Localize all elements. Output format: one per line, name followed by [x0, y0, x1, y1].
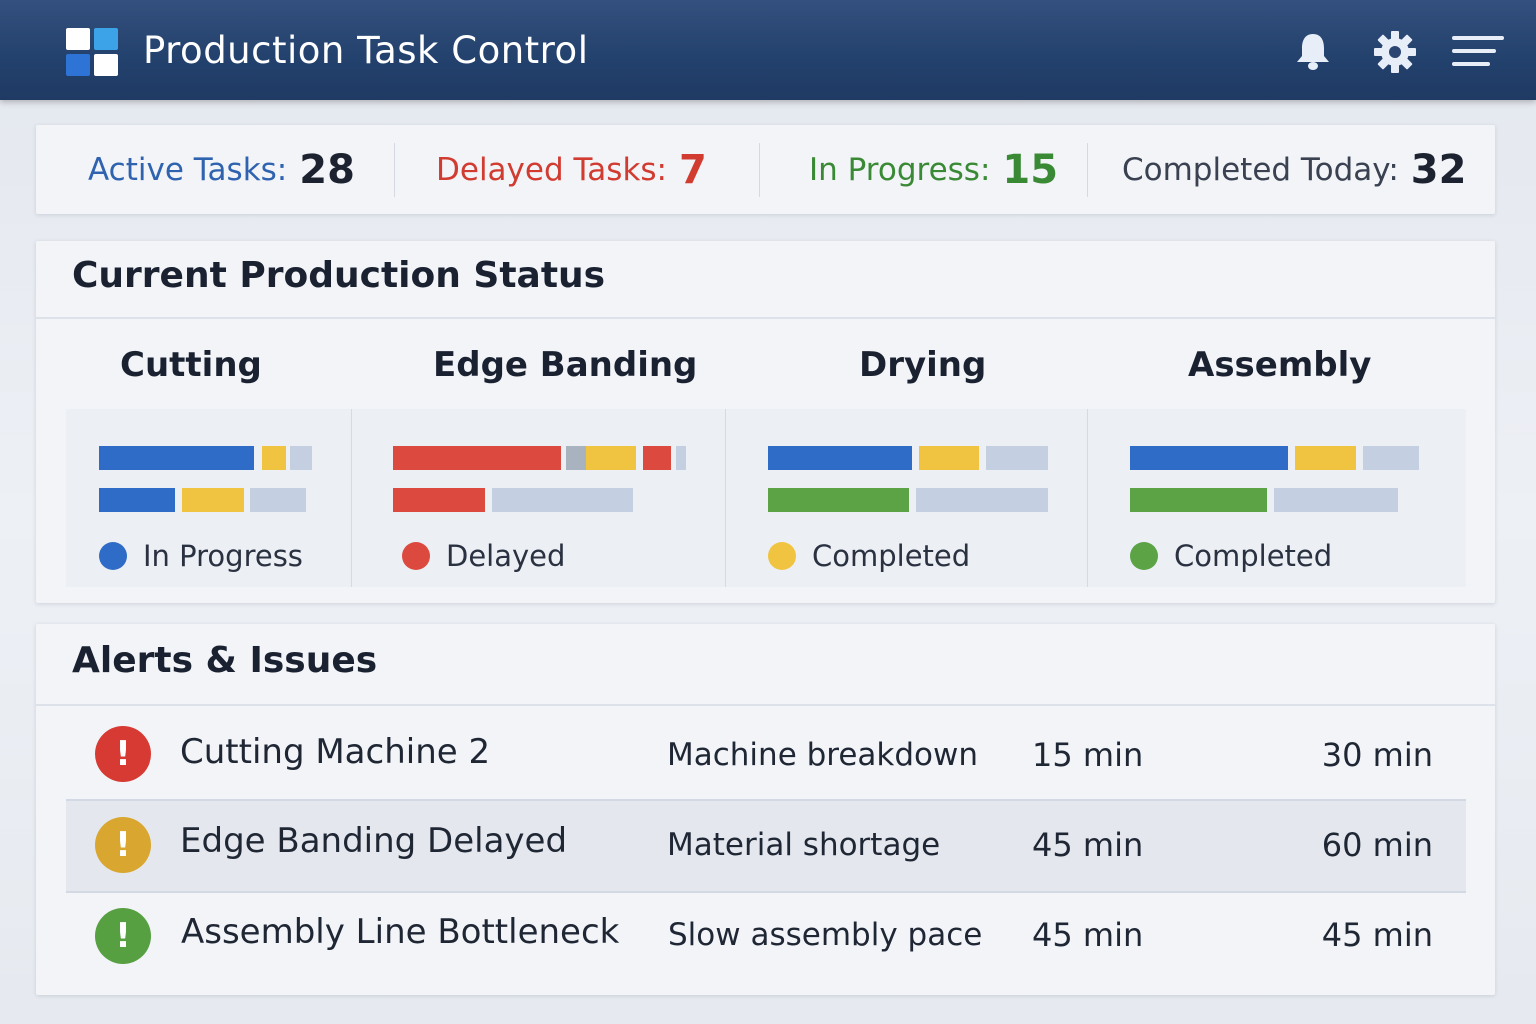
status-bar [768, 488, 909, 512]
alert-icon: ! [95, 817, 151, 873]
status-bar [290, 446, 312, 470]
status-bar [393, 446, 561, 470]
alert-name: Cutting Machine 2 [180, 732, 491, 772]
alert-time-2: 45 min [1321, 916, 1433, 954]
stage-legend: Completed [768, 539, 970, 573]
section-title: Alerts & Issues [72, 640, 378, 681]
stat-label: Active Tasks: [88, 151, 288, 188]
alert-reason: Slow assembly pace [668, 917, 983, 953]
alert-row[interactable]: ! Cutting Machine 2 Machine breakdown 15… [66, 708, 1466, 800]
alert-icon: ! [95, 726, 151, 782]
status-bar [262, 446, 286, 470]
alert-time-2: 60 min [1321, 826, 1433, 864]
stat-value: 28 [299, 146, 355, 193]
status-bar [643, 446, 671, 470]
stat-in-progress: In Progress: 15 [809, 125, 1058, 214]
logo-icon [66, 28, 118, 76]
top-bar: Production Task Control [0, 0, 1536, 100]
status-bar [1274, 488, 1398, 512]
production-status-card: Current Production Status Cutting Edge B… [36, 241, 1495, 603]
status-dot-icon [768, 542, 796, 570]
stat-completed-today: Completed Today: 32 [1122, 125, 1466, 214]
legend-label: In Progress [143, 539, 303, 573]
stat-value: 15 [1002, 146, 1059, 193]
stat-active-tasks: Active Tasks: 28 [88, 125, 355, 214]
stat-label: Completed Today: [1122, 151, 1399, 188]
alert-time-1: 45 min [1032, 826, 1144, 864]
stage-name: Cutting [120, 345, 262, 385]
stats-card: Active Tasks: 28 Delayed Tasks: 7 In Pro… [36, 125, 1495, 214]
stage-legend: Completed [1130, 539, 1332, 573]
legend-label: Delayed [446, 539, 566, 573]
alert-row[interactable]: ! Edge Banding Delayed Material shortage… [66, 801, 1466, 893]
status-bar [919, 446, 979, 470]
status-bar [1363, 446, 1419, 470]
alerts-card: Alerts & Issues ! Cutting Machine 2 Mach… [36, 624, 1495, 995]
alert-reason: Machine breakdown [667, 737, 979, 773]
status-bar [586, 446, 636, 470]
status-bar [768, 446, 912, 470]
legend-label: Completed [812, 539, 971, 573]
alert-reason: Material shortage [667, 827, 941, 863]
status-bar [250, 488, 306, 512]
status-bar [99, 488, 175, 512]
gear-icon[interactable] [1373, 30, 1417, 74]
status-dot-icon [1130, 542, 1158, 570]
status-bar [1130, 488, 1267, 512]
menu-icon[interactable] [1450, 30, 1506, 74]
status-bar [99, 446, 254, 470]
stage-legend: Delayed [402, 539, 565, 573]
status-dot-icon [99, 542, 127, 570]
alert-time-2: 30 min [1321, 736, 1433, 774]
stage-panel-cutting[interactable]: In Progress [66, 409, 352, 587]
status-bar [182, 488, 244, 512]
stage-panel-assembly[interactable]: Completed [1088, 409, 1466, 587]
stat-label: Delayed Tasks: [436, 151, 668, 188]
status-bar [492, 488, 633, 512]
stage-name: Drying [859, 345, 987, 385]
section-title: Current Production Status [72, 255, 606, 296]
stage-legend: In Progress [99, 539, 303, 573]
alert-row[interactable]: ! Assembly Line Bottleneck Slow assembly… [66, 893, 1466, 985]
stat-value: 7 [679, 146, 707, 193]
stage-panel-drying[interactable]: Completed [726, 409, 1088, 587]
bell-icon[interactable] [1291, 30, 1335, 74]
status-bar [393, 488, 485, 512]
legend-label: Completed [1174, 539, 1333, 573]
stage-name: Edge Banding [433, 345, 698, 385]
stat-value: 32 [1410, 146, 1467, 193]
alert-name: Edge Banding Delayed [180, 821, 568, 861]
status-bar [916, 488, 1048, 512]
status-bar [566, 446, 586, 470]
status-dot-icon [402, 542, 430, 570]
alert-time-1: 45 min [1032, 916, 1144, 954]
alert-time-1: 15 min [1032, 736, 1144, 774]
status-bar [1130, 446, 1288, 470]
stage-panel-edge-banding[interactable]: Delayed [352, 409, 726, 587]
status-bar [986, 446, 1048, 470]
status-bar [676, 446, 686, 470]
stat-label: In Progress: [809, 151, 991, 188]
stage-name: Assembly [1188, 345, 1372, 385]
status-bar [1295, 446, 1356, 470]
alert-name: Assembly Line Bottleneck [181, 912, 620, 952]
alert-icon: ! [95, 908, 151, 964]
stat-delayed-tasks: Delayed Tasks: 7 [436, 125, 707, 214]
app-title: Production Task Control [143, 29, 589, 72]
